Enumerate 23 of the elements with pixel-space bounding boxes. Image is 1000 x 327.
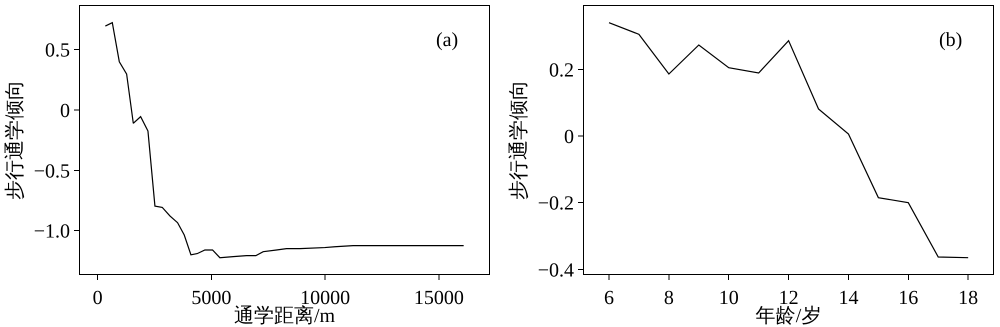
y-tick-label: −1.0 [34, 220, 70, 243]
x-tick-label: 18 [958, 287, 978, 309]
x-tick-label: 0 [92, 287, 103, 309]
y-tick-label: −0.2 [538, 192, 574, 215]
x-tick-label: 10 [718, 287, 739, 309]
annotation: (b) [939, 29, 962, 51]
line-series [104, 22, 464, 258]
y-axis-title: 步行通学倾向 [508, 80, 530, 200]
annotation: (a) [436, 29, 458, 51]
x-tick-label: 14 [838, 287, 858, 309]
y-tick-label: 0.5 [45, 40, 70, 62]
x-tick-label: 15000 [414, 287, 464, 309]
x-tick-label: 5000 [191, 287, 232, 309]
y-tick-label: 0 [564, 126, 574, 148]
line-series [608, 22, 969, 258]
x-tick-label: 8 [664, 287, 674, 309]
y-axis-title: 步行通学倾向 [4, 80, 26, 200]
y-tick-label: −0.4 [538, 259, 574, 282]
y-tick-label: 0 [60, 100, 70, 122]
y-tick-label: −0.5 [34, 160, 70, 182]
x-tick-label: 16 [898, 287, 918, 309]
x-tick-label: 6 [604, 287, 614, 309]
y-tick-label: 0.2 [549, 59, 574, 82]
